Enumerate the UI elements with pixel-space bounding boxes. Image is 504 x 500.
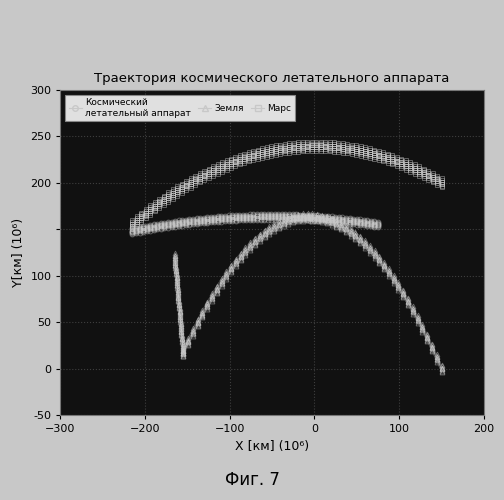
Legend: Космический
летательный аппарат, Земля, Марс: Космический летательный аппарат, Земля, … xyxy=(65,94,295,121)
Y-axis label: Y[км] (10⁶): Y[км] (10⁶) xyxy=(12,218,25,287)
Text: Фиг. 7: Фиг. 7 xyxy=(225,471,279,489)
X-axis label: X [км] (10⁶): X [км] (10⁶) xyxy=(235,440,309,452)
Title: Траектория космического летательного аппарата: Траектория космического летательного апп… xyxy=(94,72,450,85)
